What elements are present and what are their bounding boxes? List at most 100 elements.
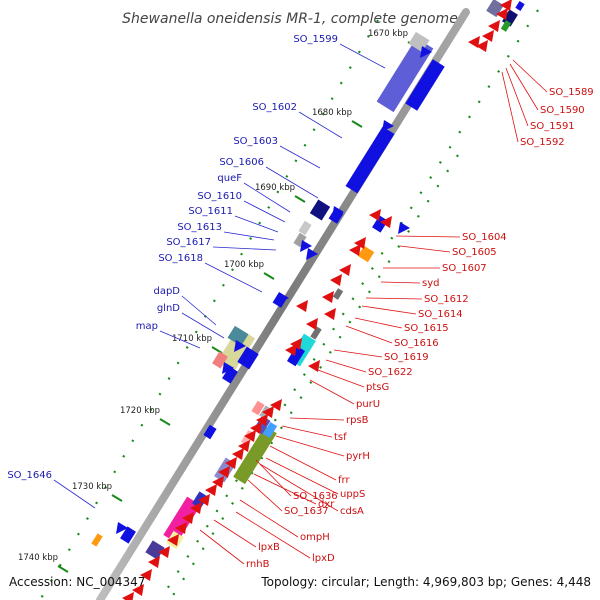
gene-feature [376, 37, 434, 113]
leader-line [333, 349, 383, 358]
gene-feature [145, 540, 165, 560]
gene-label-right: SO_1622 [368, 367, 413, 378]
leader-line [289, 417, 345, 421]
gene-label-right: tsf [334, 432, 347, 443]
gene-feature [262, 421, 278, 439]
gene-arrow-reverse [140, 569, 152, 581]
gene-label-left: SO_1610 [197, 191, 242, 202]
gene-arrow-reverse [324, 308, 336, 320]
gene-arrow-reverse [198, 494, 210, 506]
gene-arrow-reverse [256, 414, 268, 426]
gene-label-left: queF [217, 173, 242, 184]
leader-line [259, 463, 339, 512]
gene-label-left: SO_1603 [233, 136, 278, 147]
kbp-tick [263, 272, 275, 280]
kbp-tick-label: 1690 kbp [255, 183, 295, 193]
gene-label-right: SO_1616 [394, 338, 439, 349]
gene-arrow-reverse [182, 512, 194, 524]
leader-line [365, 297, 423, 300]
gene-label-right: SO_1605 [452, 247, 497, 258]
leader-line [265, 166, 319, 199]
leader-line [354, 317, 403, 329]
gene-arrow-reverse [349, 244, 361, 256]
gene-feature [212, 351, 228, 369]
gene-label-left: SO_1611 [188, 206, 233, 217]
leader-line [243, 182, 291, 213]
gene-arrow-reverse [167, 534, 179, 546]
kbp-tick [57, 565, 69, 573]
gene-feature [91, 533, 103, 547]
gene-label-right: ptsG [366, 382, 389, 393]
gene-feature [405, 59, 445, 111]
gene-arrow-reverse [244, 430, 256, 442]
gene-label-right: ompH [300, 532, 330, 543]
gene-arrow-reverse [369, 209, 381, 221]
gene-arrow-reverse [218, 466, 230, 478]
gene-label-right: SO_1590 [540, 105, 585, 116]
gene-arrow-reverse [158, 546, 170, 558]
gene-arrow-reverse [205, 484, 217, 496]
label-leaders [53, 43, 548, 565]
gene-feature [237, 346, 259, 370]
leader-line [399, 245, 451, 253]
gene-arrow-reverse [148, 556, 160, 568]
gene-feature [500, 20, 512, 32]
gene-label-right: cdsA [340, 506, 364, 517]
leader-line [512, 59, 548, 93]
kbp-tick-label: 1700 kbp [224, 260, 264, 270]
gene-arrow-reverse [238, 440, 250, 452]
leader-line [281, 425, 333, 438]
gene-arrow-reverse [290, 338, 302, 350]
gene-label-right: lpxB [258, 542, 280, 553]
gene-arrow-forward [306, 248, 318, 260]
leader-line [298, 111, 343, 139]
track-guide [39, 19, 379, 600]
leader-line [325, 359, 367, 373]
gene-label-right: uppS [340, 489, 365, 500]
gene-arrow-forward [116, 522, 128, 534]
gene-label-right: SO_1637 [284, 506, 329, 517]
gene-feature [251, 400, 265, 416]
leader-line [204, 262, 263, 293]
gene-label-left: map [136, 321, 158, 332]
gene-arrow-reverse [250, 422, 262, 434]
leader-line [247, 479, 283, 512]
gene-label-left: dapD [153, 286, 180, 297]
gene-label-right: SO_1619 [384, 352, 429, 363]
gene-feature [233, 425, 277, 485]
kbp-tick-label: 1670 kbp [368, 29, 408, 39]
gene-feature [408, 31, 430, 53]
kbp-tick-label: 1680 kbp [312, 108, 352, 118]
gene-label-left: SO_1599 [293, 34, 338, 45]
leader-line [239, 499, 299, 538]
kbp-tick-label: 1730 kbp [72, 482, 112, 492]
kbp-ticks: 1670 kbp 1680 kbp 1690 kbp 1700 kbp 1710 kbp… [18, 29, 419, 573]
gene-label-right: SO_1604 [462, 232, 507, 243]
gene-arrow-reverse [488, 20, 500, 32]
leader-line [279, 145, 321, 169]
gene-arrow-reverse [308, 360, 320, 372]
gene-feature [372, 215, 388, 233]
leader-line [253, 473, 317, 505]
gene-arrow-reverse [132, 584, 144, 596]
leader-line [199, 529, 245, 565]
gene-feature [309, 199, 331, 221]
gene-label-right: SO_1615 [404, 323, 449, 334]
gene-arrow-reverse [270, 399, 282, 411]
gene-feature [286, 345, 306, 367]
gene-arrow-reverse [354, 237, 366, 249]
leader-line [235, 511, 311, 559]
leader-line [181, 312, 225, 339]
gene-arrow-reverse [482, 30, 494, 42]
accession-text: Accession: NC_004347 [9, 575, 145, 589]
gene-feature [357, 245, 375, 263]
gene-feature [222, 366, 238, 384]
gene-arrow-reverse [212, 476, 224, 488]
gene-arrow-reverse [306, 318, 318, 330]
kbp-tick-label: 1740 kbp [18, 553, 58, 563]
kbp-tick-label: 1720 kbp [120, 406, 160, 416]
gene-label-left: SO_1646 [7, 470, 52, 481]
gene-arrow-reverse [175, 522, 187, 534]
leader-line [509, 63, 539, 111]
